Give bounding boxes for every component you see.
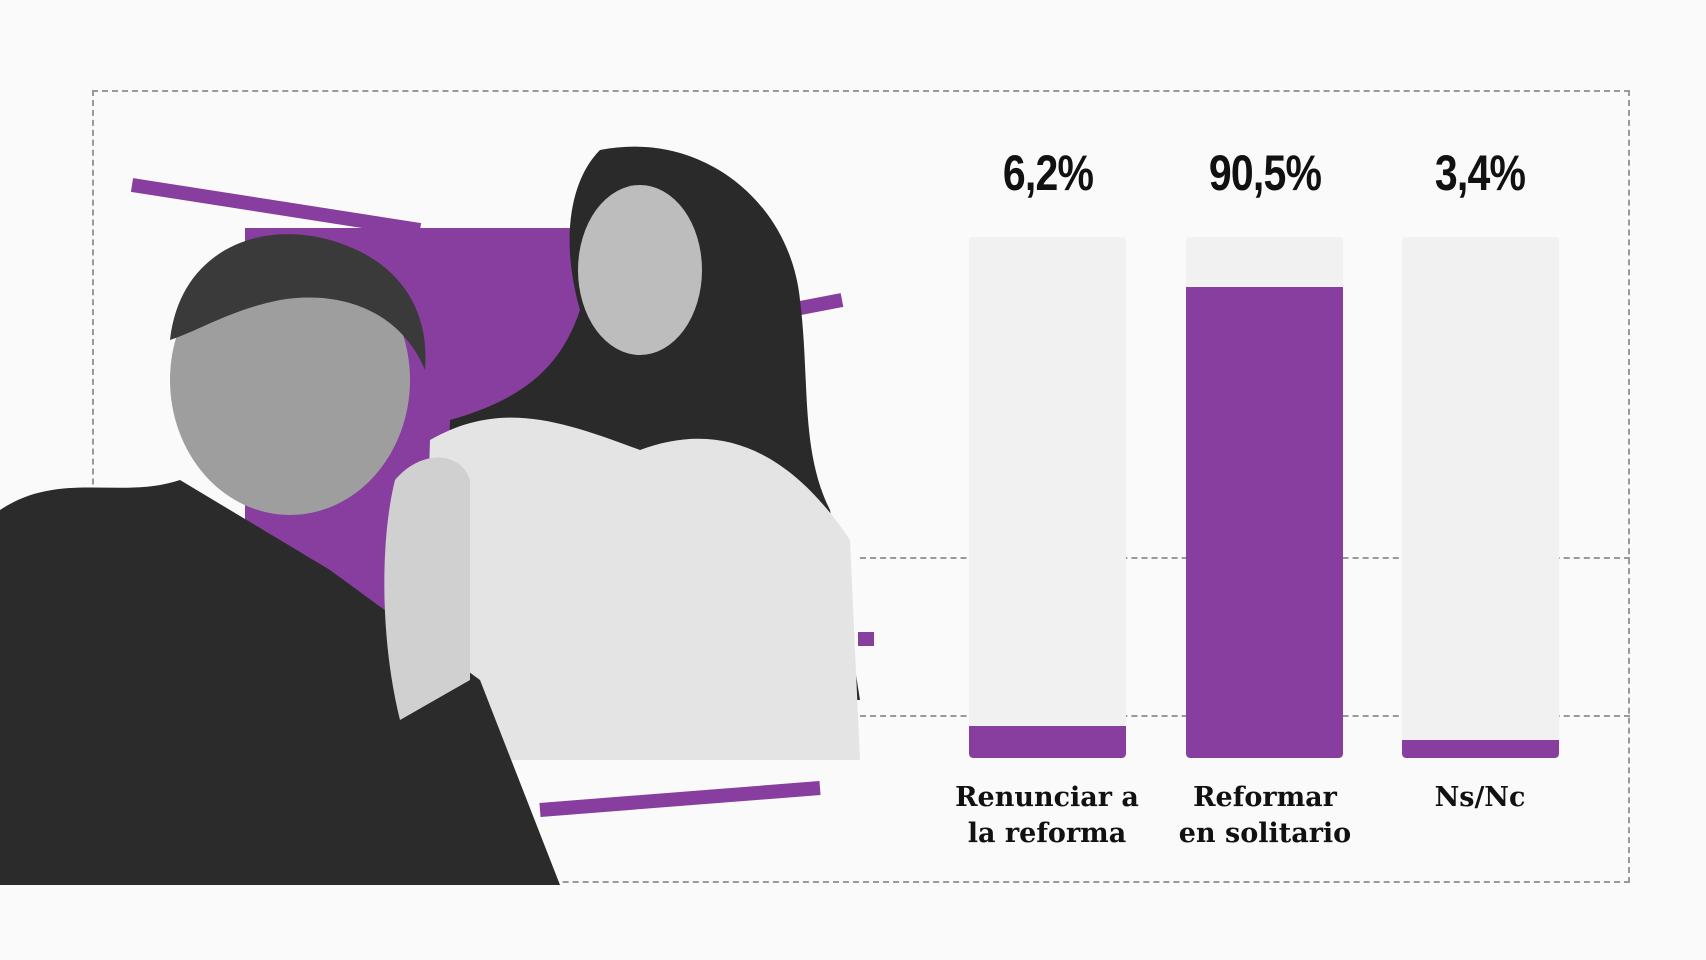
bar-track	[1186, 237, 1343, 758]
value-label: 6,2%	[1002, 145, 1094, 201]
man-hand	[384, 457, 470, 720]
bar-track	[1402, 237, 1559, 758]
bar	[1186, 286, 1343, 758]
category-label: Renunciar a la reforma	[955, 782, 1139, 849]
value-label: 3,4%	[1434, 145, 1526, 201]
decor-stripe	[130, 178, 422, 237]
chart-frame	[92, 90, 1630, 883]
category-label: Reformar en solitario	[1178, 782, 1352, 849]
category-label: Ns/Nc	[1434, 782, 1526, 813]
bar	[969, 725, 1126, 758]
woman-shirt	[420, 417, 860, 760]
bar	[1402, 740, 1559, 758]
woman-face	[578, 185, 702, 355]
decor-stripe	[539, 781, 821, 817]
man-suit	[0, 480, 560, 885]
value-label: 90,5%	[1208, 145, 1322, 201]
bar-track	[969, 237, 1126, 758]
politicians-photo-collage	[0, 146, 874, 885]
man-hair	[170, 234, 426, 370]
